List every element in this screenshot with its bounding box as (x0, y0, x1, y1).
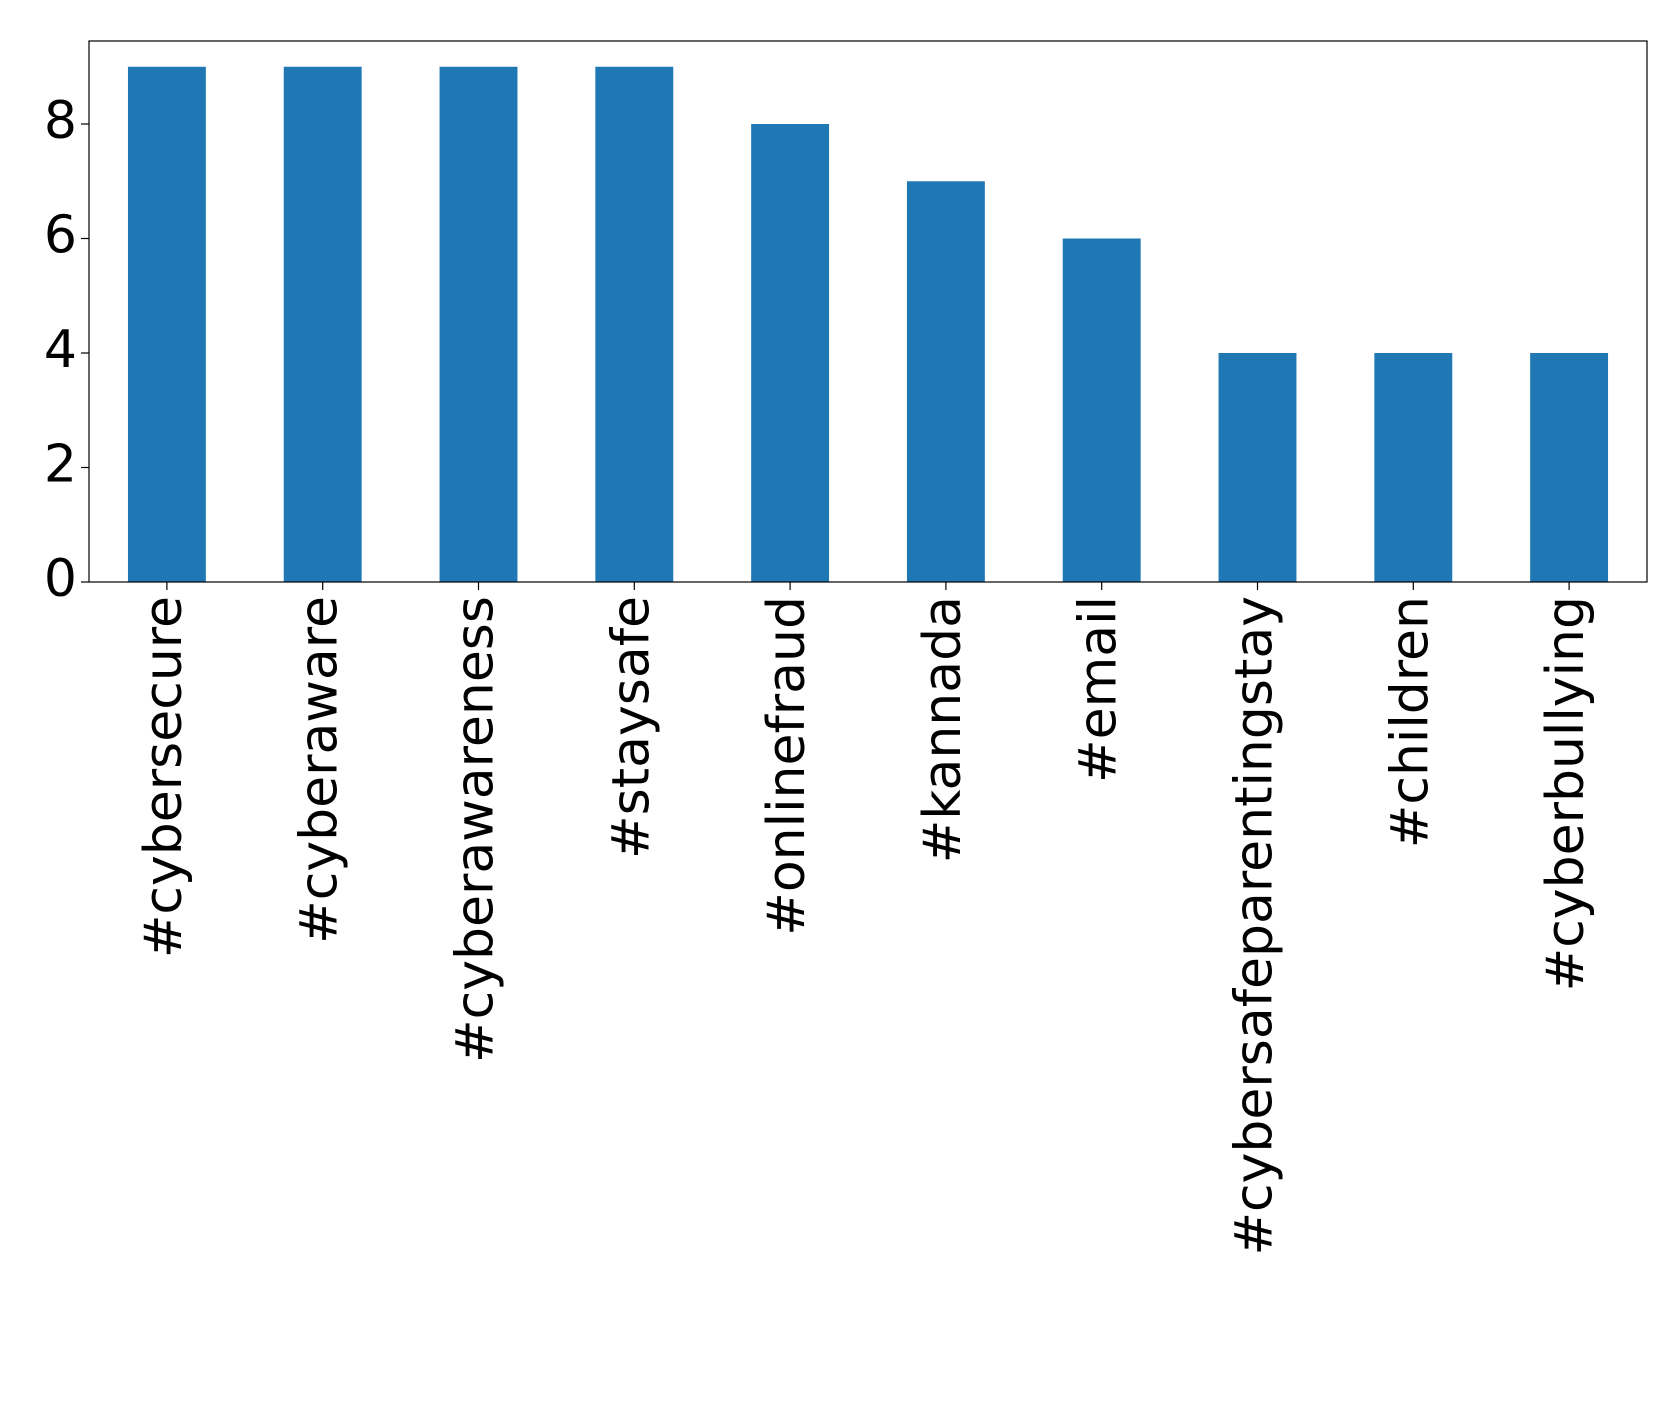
x-tick-label: #onlinefraud (757, 596, 817, 936)
x-tick-label: #kannada (913, 596, 973, 863)
bar (906, 181, 985, 582)
bar (127, 66, 206, 582)
x-tick-label: #staysafe (601, 596, 661, 859)
x-tick-label: #email (1069, 596, 1129, 783)
bar (751, 124, 830, 582)
x-tick-label: #cybersafeparentingstay (1225, 596, 1285, 1256)
y-tick-label: 2 (44, 435, 77, 495)
bar (439, 66, 518, 582)
bar (1530, 353, 1609, 582)
x-tick-label: #cyberbullying (1536, 596, 1596, 991)
plot-frame (88, 40, 1648, 583)
y-tick-label: 0 (44, 549, 77, 609)
x-tick-label: #cyberawareness (446, 596, 506, 1063)
bar (1062, 238, 1141, 582)
bar (595, 66, 674, 582)
y-tick-label: 6 (44, 206, 77, 266)
bar (1218, 353, 1297, 582)
x-tick-label: #children (1380, 596, 1440, 848)
x-tick-label: #cyberaware (290, 596, 350, 944)
y-tick-label: 8 (44, 91, 77, 151)
y-tick-label: 4 (44, 320, 77, 380)
bar (1374, 353, 1453, 582)
x-tick-label: #cybersecure (134, 596, 194, 958)
bar (283, 66, 362, 582)
